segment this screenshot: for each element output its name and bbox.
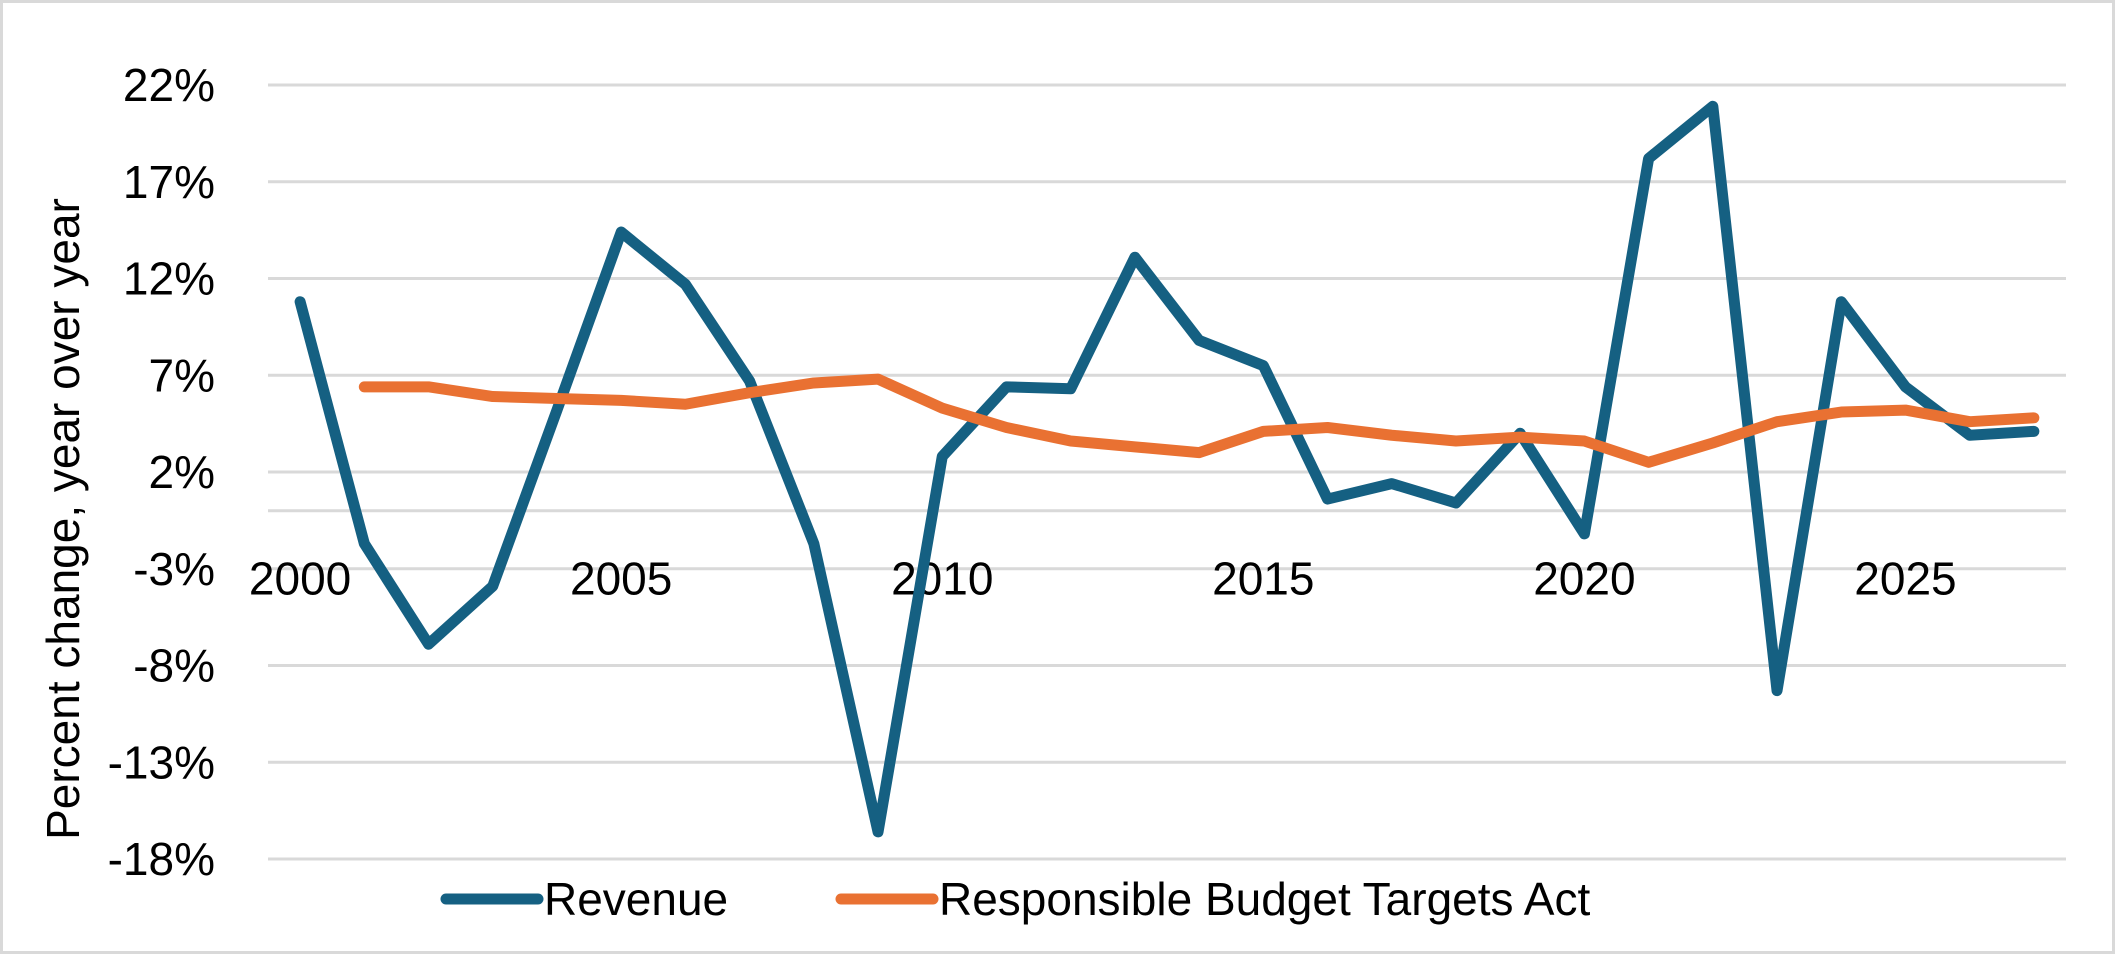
y-tick-label: 12%	[123, 253, 215, 305]
legend: Revenue Responsible Budget Targets Act	[446, 873, 1590, 925]
y-tick-label: 22%	[123, 59, 215, 111]
x-tick-label: 2020	[1533, 553, 1635, 605]
y-axis-title: Percent change, year over year	[37, 198, 89, 840]
y-tick-label: -13%	[108, 736, 215, 788]
line-chart: 22% 17% 12% 7% 2% -3% -8% -13% -18% 2000 2005 2010…	[3, 3, 2115, 957]
legend-item-rbta[interactable]: Responsible Budget Targets Act	[841, 873, 1590, 925]
series-line-revenue	[300, 106, 2034, 832]
x-tick-label: 2015	[1212, 553, 1314, 605]
legend-label-rbta: Responsible Budget Targets Act	[939, 873, 1590, 925]
x-tick-label: 2010	[891, 553, 993, 605]
y-tick-label: 2%	[149, 446, 215, 498]
y-tick-label: -8%	[133, 640, 215, 692]
series-lines	[300, 106, 2034, 832]
legend-label-revenue: Revenue	[544, 873, 728, 925]
x-tick-label: 2005	[570, 553, 672, 605]
legend-item-revenue[interactable]: Revenue	[446, 873, 728, 925]
y-tick-label: 7%	[149, 349, 215, 401]
y-tick-label: 17%	[123, 156, 215, 208]
y-tick-label: -18%	[108, 833, 215, 885]
x-tick-label: 2025	[1854, 553, 1956, 605]
series-line-responsible-budget-targets-act	[364, 379, 2034, 462]
x-tick-label: 2000	[249, 553, 351, 605]
y-axis-tick-labels: 22% 17% 12% 7% 2% -3% -8% -13% -18%	[108, 59, 215, 885]
y-tick-label: -3%	[133, 543, 215, 595]
